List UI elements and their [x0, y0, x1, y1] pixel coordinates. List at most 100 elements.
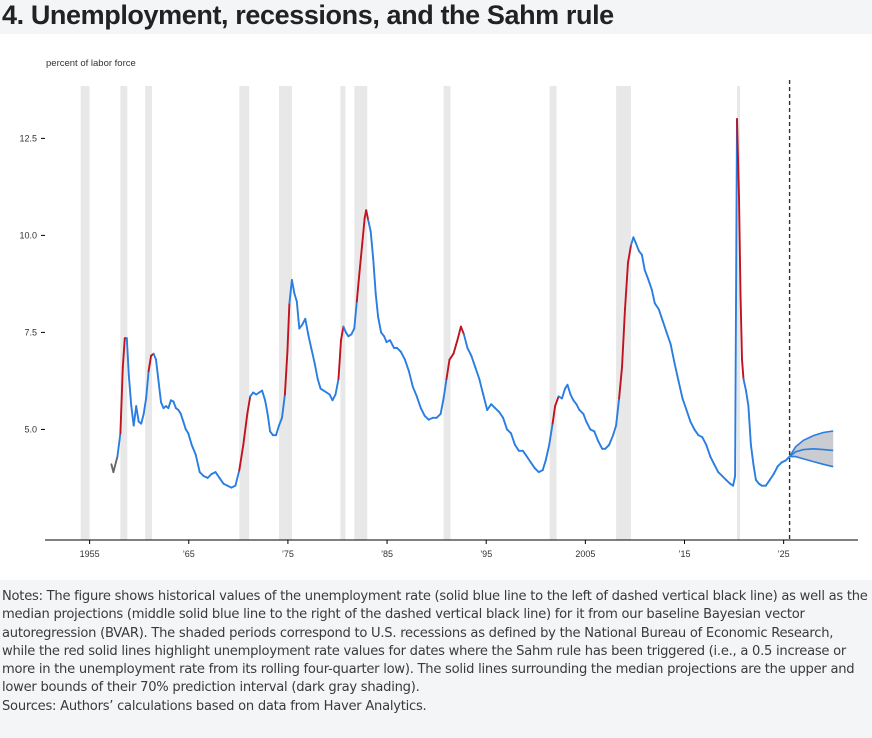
- unemployment-line-segment: [350, 327, 356, 336]
- unemployment-line-segment: [152, 352, 157, 361]
- sahm-rule-segment: [554, 395, 560, 408]
- recession-band: [120, 86, 128, 540]
- unemployment-line-segment: [529, 461, 536, 470]
- unemployment-line-segment: [569, 393, 575, 402]
- chart-title: 4. Unemployment, recessions, and the Sah…: [2, 0, 614, 30]
- unemployment-line-segment: [768, 473, 775, 481]
- unemployment-line-segment: [377, 315, 383, 334]
- unemployment-line-segment: [218, 476, 225, 485]
- unemployment-line-segment: [640, 253, 646, 272]
- unemployment-line-segment: [677, 379, 684, 400]
- sahm-rule-segment: [337, 339, 342, 380]
- forecast-lower-line: [789, 455, 834, 468]
- sahm-rule-segment: [361, 216, 366, 245]
- sahm-rule-segment: [459, 325, 465, 336]
- sahm-rule-segment: [119, 366, 124, 435]
- unemployment-line-segment: [544, 443, 551, 462]
- unemployment-line-segment: [665, 331, 672, 345]
- unemployment-line-segment: [295, 300, 301, 330]
- unemployment-line-segment: [135, 405, 140, 423]
- unemployment-line-segment: [632, 236, 637, 245]
- unemployment-line-segment: [612, 424, 618, 437]
- sahm-rule-segment: [286, 302, 291, 353]
- unemployment-line-segment: [681, 397, 688, 411]
- x-tick-label: ’65: [183, 549, 195, 559]
- x-tick-label: ’95: [480, 549, 492, 559]
- unemployment-line-segment: [474, 366, 481, 380]
- unemployment-line-segment: [419, 407, 426, 417]
- y-tick-label: 5.0: [24, 424, 37, 434]
- x-tick-label: ’75: [282, 549, 294, 559]
- unemployment-line-segment: [281, 393, 286, 419]
- sahm-rule-segment: [624, 261, 629, 311]
- y-axis-label: percent of labor force: [46, 58, 136, 69]
- unemployment-line-segment: [342, 325, 347, 334]
- unemployment-line-segment: [693, 428, 700, 437]
- unemployment-line-segment: [478, 378, 485, 396]
- unemployment-line-segment: [383, 335, 388, 344]
- chart-area: percent of labor force 5.0 7.5 10.0 12.5 1955…: [0, 34, 872, 580]
- sahm-rule-segment: [340, 325, 345, 342]
- unemployment-line-segment: [145, 370, 150, 400]
- recession-band: [549, 86, 557, 540]
- unemployment-line-segment: [310, 346, 316, 365]
- unemployment-line-segment: [709, 455, 716, 466]
- recession-band: [340, 86, 346, 540]
- sources-text: Sources: Authors’ calculations based on …: [2, 698, 427, 714]
- unemployment-line-segment: [334, 378, 340, 396]
- unemployment-line-segment: [187, 432, 193, 446]
- sahm-rule-segment: [358, 242, 364, 276]
- unemployment-line-segment: [752, 463, 757, 481]
- unemployment-line-segment: [498, 410, 505, 419]
- unemployment-line-segment: [657, 308, 664, 322]
- unemployment-line-segment: [685, 409, 692, 423]
- x-tick-label: 1955: [80, 549, 100, 559]
- forecast-upper-line: [788, 430, 834, 458]
- recession-band: [278, 86, 292, 540]
- unemployment-line-segment: [582, 412, 588, 423]
- unemployment-line-segment: [234, 469, 241, 487]
- unemployment-line-segment: [673, 362, 680, 382]
- unemployment-line-segment: [597, 440, 604, 450]
- unemployment-line-segment: [293, 292, 298, 303]
- unemployment-line-segment: [399, 350, 406, 361]
- unemployment-line-segment: [157, 379, 162, 404]
- unemployment-line-segment: [155, 358, 160, 382]
- unemployment-line-segment: [316, 378, 322, 390]
- unemployment-line-segment: [643, 269, 649, 280]
- sahm-rule-segment: [627, 244, 632, 264]
- unemployment-line-segment: [389, 339, 395, 349]
- unemployment-line-segment: [182, 420, 187, 431]
- sahm-rule-segment: [741, 358, 745, 380]
- unemployment-line-segment: [307, 333, 313, 349]
- unemployment-line-segment: [353, 300, 358, 330]
- unemployment-line-segment: [372, 257, 377, 295]
- recession-band: [354, 86, 368, 540]
- unemployment-line-segment: [661, 319, 668, 334]
- unemployment-line-segment: [646, 277, 653, 291]
- unemployment-line-segment: [172, 400, 177, 410]
- unemployment-line-segment: [442, 378, 448, 400]
- unemployment-line-segment: [502, 416, 508, 431]
- recession-band: [443, 86, 451, 540]
- unemployment-line-segment: [615, 397, 621, 427]
- unemployment-line-segment: [566, 383, 572, 396]
- unemployment-line-segment: [290, 279, 296, 295]
- y-tick-label: 12.5: [19, 133, 37, 143]
- x-tick-label: ’25: [778, 549, 790, 559]
- unemployment-line-segment: [742, 378, 747, 392]
- sahm-rule-segment: [738, 195, 742, 295]
- sahm-rule-segment: [739, 292, 743, 361]
- sahm-rule-segment: [618, 366, 623, 400]
- unemployment-line-segment: [650, 288, 656, 305]
- notes-block: Notes: The figure shows historical value…: [2, 588, 868, 716]
- unemployment-line-segment: [264, 399, 269, 415]
- sahm-rule-segment: [448, 352, 455, 361]
- unemployment-line-segment: [288, 279, 293, 305]
- unemployment-line-segment: [275, 424, 280, 437]
- sahm-rule-segment: [283, 350, 289, 396]
- unemployment-line-segment: [510, 432, 516, 446]
- unemployment-line-segment: [608, 434, 615, 446]
- unemployment-line-segment: [689, 420, 696, 431]
- sahm-rule-segment: [246, 395, 252, 415]
